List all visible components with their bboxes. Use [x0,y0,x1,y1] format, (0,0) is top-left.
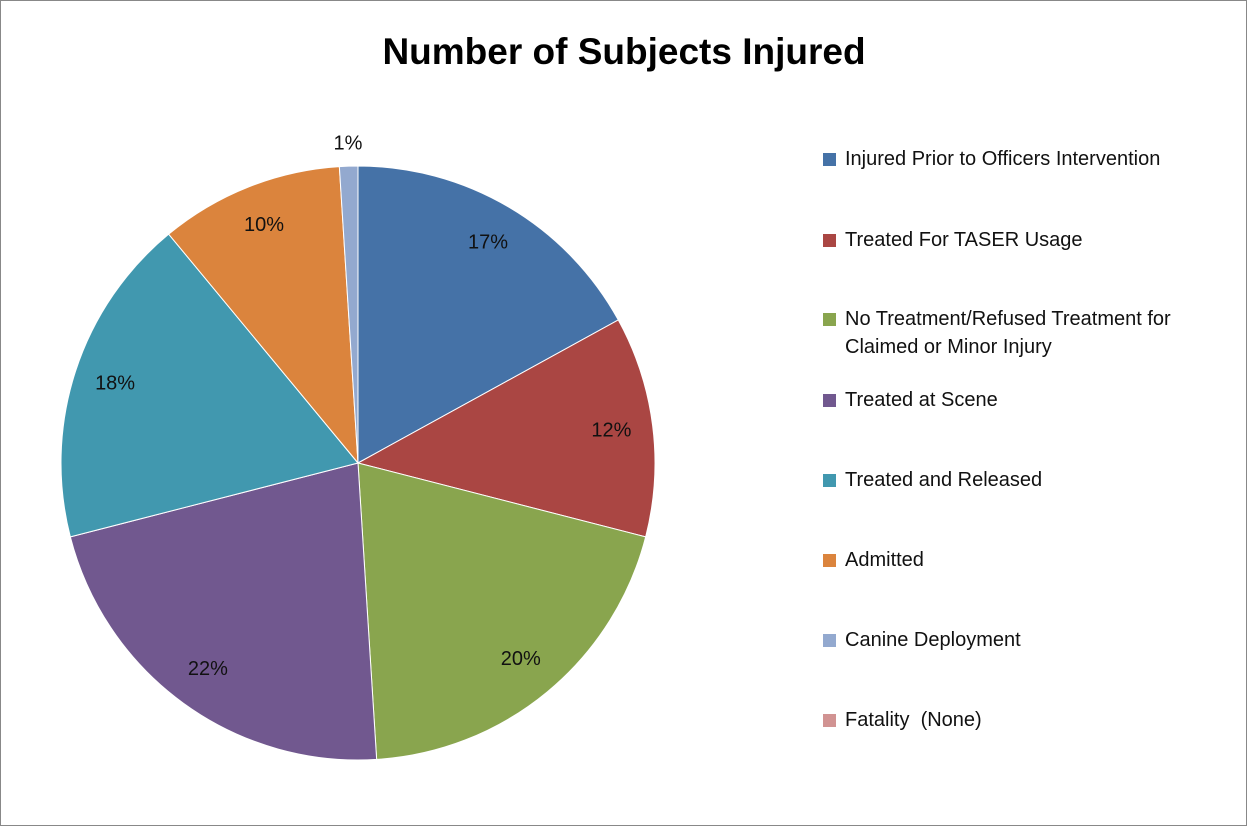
legend-item: Canine Deployment [823,626,1183,654]
legend-label: Admitted [845,549,924,571]
legend-swatch [823,474,836,487]
data-label: 10% [244,214,284,236]
pie-slice [357,462,647,760]
pie-slice [356,319,656,538]
data-label: 1% [334,132,363,154]
pie-slice [167,166,359,465]
legend-label: Treated For TASER Usage [845,229,1083,251]
legend-swatch [823,554,836,567]
legend-label: Treated at Scene [845,389,998,411]
legend-item: Treated at Scene [823,386,1183,414]
pie-slice [357,165,619,464]
legend-swatch [823,634,836,647]
legend-item: Admitted [823,546,1183,574]
legend-swatch [823,234,836,247]
data-label: 12% [591,419,631,441]
legend-swatch [823,394,836,407]
pie-slice [60,233,359,538]
chart-title: Number of Subjects Injured [382,31,865,72]
legend-swatch [823,153,836,166]
legend-item: Treated For TASER Usage [823,226,1183,254]
data-label: 20% [501,648,541,670]
legend-item: Injured Prior to Officers Intervention [823,145,1183,173]
legend-label: Fatality (None) [845,709,982,731]
data-label: 18% [95,372,135,394]
legend-swatch [823,313,836,326]
data-label: 22% [188,658,228,680]
pie-slice [69,462,378,761]
legend-item: Treated and Released [823,466,1183,494]
legend-label: No Treatment/Refused Treatment for Claim… [845,308,1177,358]
legend-label: Treated and Released [845,469,1043,491]
legend-swatch [823,714,836,727]
legend-item: No Treatment/Refused Treatment for Claim… [823,305,1183,361]
legend-label: Injured Prior to Officers Intervention [845,148,1161,170]
legend-item: Fatality (None) [823,706,1183,734]
legend-label: Canine Deployment [845,629,1021,651]
data-label: 17% [468,231,508,253]
